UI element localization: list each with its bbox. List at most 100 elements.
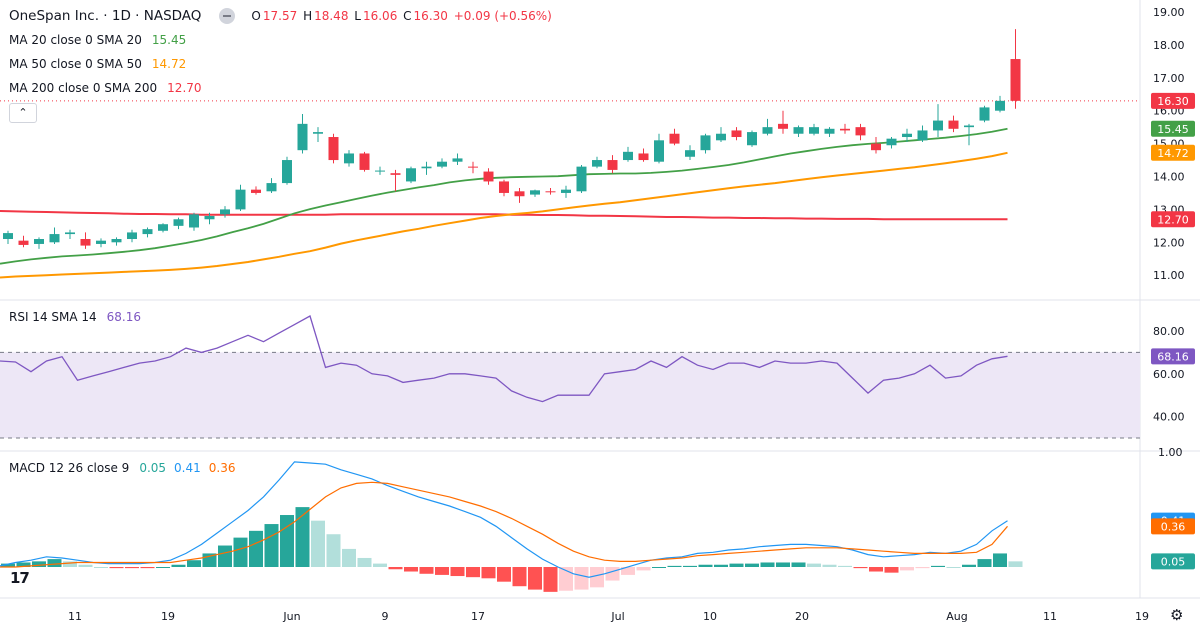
time-tick-label: 19 — [1135, 610, 1149, 623]
candle-body — [468, 166, 478, 168]
macd-histogram-bar — [683, 565, 697, 567]
ma50-legend[interactable]: MA 50 close 0 SMA 50 14.72 — [9, 57, 186, 71]
time-tick-label: Jul — [610, 610, 624, 623]
price-tick-label: 11.00 — [1153, 269, 1185, 282]
candle-body — [173, 219, 184, 226]
gear-icon[interactable]: ⚙ — [1170, 606, 1184, 624]
rsi-label: RSI 14 SMA 14 — [9, 310, 97, 324]
candle-body — [747, 132, 757, 146]
close-value: 16.30 — [413, 9, 448, 23]
macd-histogram-bar — [233, 537, 248, 567]
macd-hist-badge — [1151, 553, 1195, 570]
collapse-legend-button[interactable]: ⌃ — [9, 103, 37, 123]
symbol-title[interactable]: OneSpan Inc. · 1D · NASDAQ — [9, 8, 202, 24]
candle-body — [933, 120, 943, 131]
candle-body — [3, 233, 13, 240]
visibility-toggle-icon[interactable] — [219, 8, 236, 24]
high-value: 18.48 — [314, 9, 349, 23]
ma50-badge — [1151, 144, 1195, 161]
macd-histogram-bar — [435, 567, 449, 575]
time-tick-label: 17 — [471, 610, 485, 623]
macd-histogram-bar — [791, 562, 806, 567]
rsi-tick-label: 60.00 — [1153, 368, 1185, 381]
candle-body — [654, 140, 664, 162]
time-tick-label: 9 — [382, 610, 389, 623]
candle-body — [731, 130, 742, 138]
ma50-line-group — [0, 151, 1008, 279]
rsi-legend[interactable]: RSI 14 SMA 14 68.16 — [9, 310, 141, 324]
ma20-badge-label: 15.45 — [1157, 123, 1189, 136]
candles-group — [3, 29, 1021, 249]
ma20-line-group — [0, 127, 1008, 265]
high-label: H — [303, 9, 313, 23]
candle-body — [127, 232, 137, 240]
macd-histogram-bar — [931, 565, 945, 567]
macd-histogram-bar — [760, 562, 775, 567]
close-label: C — [403, 9, 412, 23]
macd-tick-label: 1.00 — [1158, 446, 1183, 459]
macd-histogram-bar — [156, 567, 170, 568]
macd-signal-line — [0, 481, 1008, 568]
macd-histogram-bar — [357, 557, 372, 567]
macd-legend[interactable]: MACD 12 26 close 9 0.05 0.41 0.36 — [9, 461, 235, 475]
candle-body — [390, 173, 401, 175]
last-price-badge — [1151, 92, 1195, 109]
logo-icon[interactable]: 17 — [10, 569, 30, 587]
low-label: L — [354, 9, 361, 23]
axes-group: 11.0012.0013.0014.0015.0016.0017.0018.00… — [68, 6, 1195, 623]
candle-body — [514, 191, 525, 197]
ma20-line — [0, 127, 1008, 265]
macd-histogram-bar — [94, 567, 108, 568]
macd-histogram-bar — [125, 567, 139, 569]
candle-body — [793, 127, 804, 134]
rsi-group — [0, 315, 1140, 439]
macd-histogram-bar — [745, 563, 759, 567]
macd-histogram-bar — [109, 567, 124, 569]
macd-histogram-bar — [884, 567, 899, 573]
candle-body — [902, 133, 912, 138]
candle-body — [545, 191, 556, 193]
candle-body — [762, 127, 773, 134]
low-value: 16.06 — [362, 9, 398, 23]
macd-histogram-bar — [512, 567, 527, 587]
macd-line — [0, 461, 1008, 578]
rsi-line — [0, 315, 1008, 403]
candle-body — [623, 151, 633, 161]
candle-body — [638, 153, 649, 161]
macd-histogram-bar — [47, 559, 62, 567]
macd-histogram-bar — [667, 565, 682, 567]
rsi-tick-label: 80.00 — [1153, 325, 1185, 338]
macd-histogram-bar — [977, 559, 992, 567]
macd-histogram-bar — [838, 565, 852, 567]
macd-histogram-bar — [822, 564, 837, 567]
price-tick-label: 12.00 — [1153, 236, 1185, 249]
ma50-value: 14.72 — [151, 57, 187, 71]
macd-histogram-bar — [450, 567, 465, 577]
symbol-legend: OneSpan Inc. · 1D · NASDAQ O 17.57 H 18.48… — [9, 8, 554, 24]
candle-body — [499, 181, 509, 193]
macd-histogram-bar — [559, 567, 573, 591]
candle-body — [359, 153, 370, 170]
price-tick-label: 14.00 — [1153, 171, 1185, 184]
candle-body — [266, 183, 277, 192]
time-tick-label: 20 — [795, 610, 809, 623]
macd-signal-badge — [1151, 518, 1195, 535]
candle-body — [855, 127, 866, 136]
macd-histogram-bar — [404, 567, 418, 572]
candle-body — [204, 215, 215, 220]
macd-histogram-bar — [729, 563, 744, 567]
macd-histogram-bar — [140, 567, 155, 569]
ma20-legend[interactable]: MA 20 close 0 SMA 20 15.45 — [9, 33, 186, 47]
candle-body — [406, 168, 416, 182]
macd-histogram-bar — [497, 567, 511, 582]
ma200-legend[interactable]: MA 200 close 0 SMA 200 12.70 — [9, 81, 202, 95]
open-value: 17.57 — [262, 9, 298, 23]
candle-body — [452, 158, 463, 162]
macd-histogram-bar — [605, 567, 620, 581]
macd-histogram-bar — [652, 567, 666, 568]
macd-histogram-bar — [326, 534, 341, 567]
macd-histogram-bar — [481, 567, 496, 579]
macd-histogram-bar — [869, 567, 883, 572]
ma50-label: MA 50 close 0 SMA 50 — [9, 57, 142, 71]
